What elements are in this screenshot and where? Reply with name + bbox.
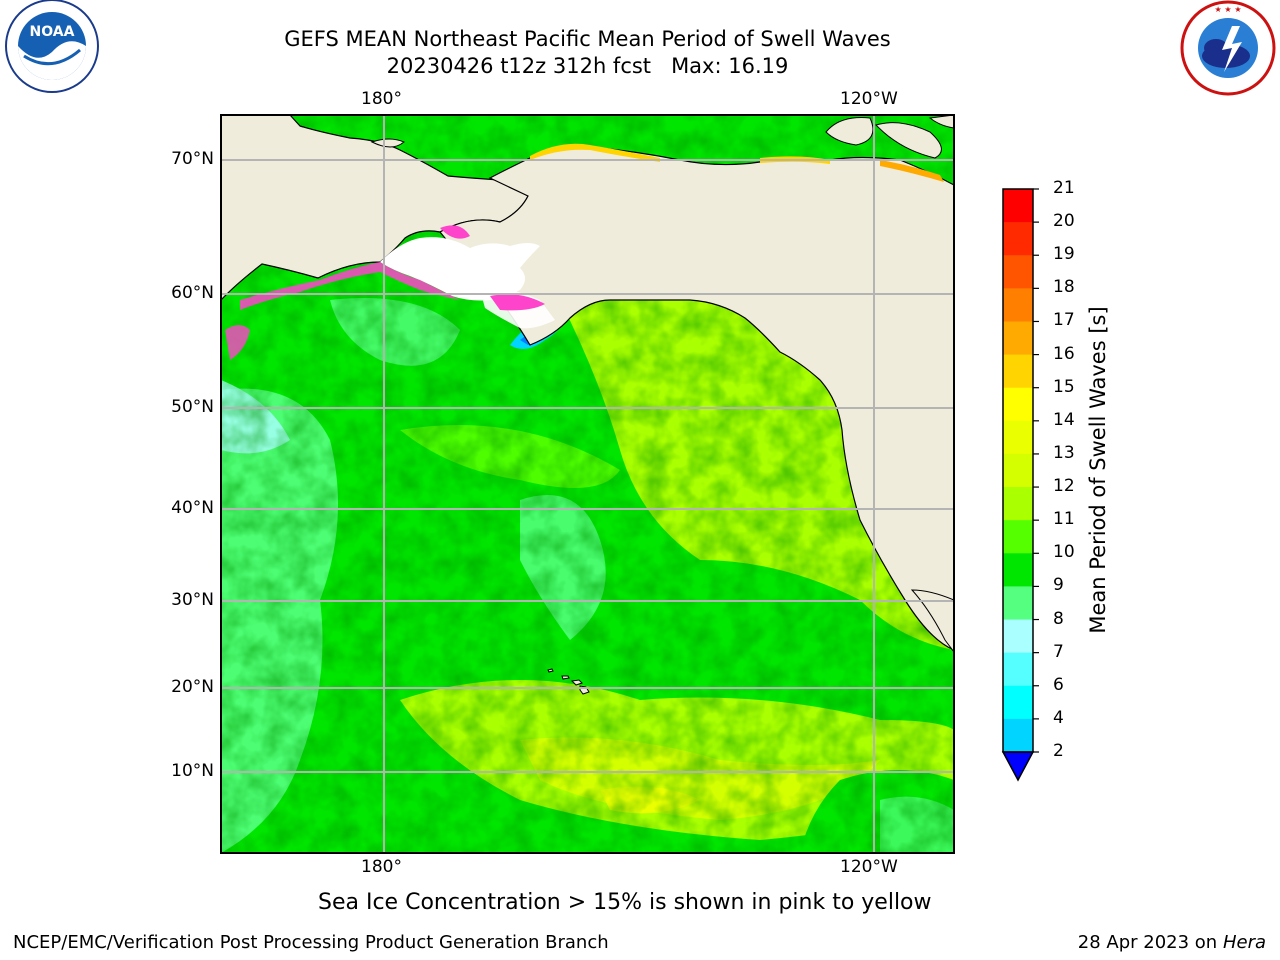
colorbar-block bbox=[1003, 685, 1033, 720]
lat-label-30n: 30°N bbox=[171, 590, 214, 610]
svg-text:★ ★ ★: ★ ★ ★ bbox=[1214, 5, 1241, 14]
lon-label-top-120w: 120°W bbox=[840, 89, 898, 109]
colorbar-block bbox=[1003, 420, 1033, 455]
colorbar-tick-label: 14 bbox=[1053, 409, 1075, 430]
colorbar-tick-label: 7 bbox=[1053, 641, 1064, 662]
noaa-logo: NOAA bbox=[5, 0, 99, 93]
colorbar-tick-label: 13 bbox=[1053, 442, 1075, 463]
colorbar-tick-label: 8 bbox=[1053, 608, 1064, 629]
footer-branch: NCEP/EMC/Verification Post Processing Pr… bbox=[13, 932, 609, 953]
colorbar-tick-label: 15 bbox=[1053, 376, 1075, 397]
footer-date-text: 28 Apr 2023 on bbox=[1077, 932, 1223, 953]
lon-label-top-180: 180° bbox=[361, 89, 402, 109]
colorbar bbox=[1001, 188, 1039, 782]
lat-label-50n: 50°N bbox=[171, 397, 214, 417]
colorbar-tick-label: 19 bbox=[1053, 244, 1075, 265]
colorbar-block bbox=[1003, 453, 1033, 488]
colorbar-block bbox=[1003, 520, 1033, 554]
colorbar-tick-label: 21 bbox=[1053, 178, 1075, 198]
colorbar-block bbox=[1003, 288, 1033, 322]
nws-logo: ★ ★ ★ bbox=[1180, 0, 1276, 96]
chart-subtitle: 20230426 t12z 312h fcst Max: 16.19 bbox=[386, 54, 789, 78]
lon-label-bottom-120w: 120°W bbox=[840, 857, 898, 877]
colorbar-title: Mean Period of Swell Waves [s] bbox=[1086, 306, 1110, 634]
colorbar-block bbox=[1003, 619, 1033, 654]
lat-label-70n: 70°N bbox=[171, 149, 214, 169]
colorbar-tick-label: 9 bbox=[1053, 575, 1064, 596]
sea-ice-note: Sea Ice Concentration > 15% is shown in … bbox=[318, 890, 932, 915]
colorbar-block bbox=[1003, 189, 1033, 223]
lat-label-20n: 20°N bbox=[171, 677, 214, 697]
colorbar-block bbox=[1003, 487, 1033, 521]
colorbar-block bbox=[1003, 586, 1033, 621]
colorbar-tick-label: 10 bbox=[1053, 542, 1075, 563]
lon-label-bottom-180: 180° bbox=[361, 857, 402, 877]
colorbar-tick-label: 17 bbox=[1053, 310, 1075, 331]
graticule bbox=[221, 115, 954, 853]
colorbar-tick-label: 20 bbox=[1053, 211, 1075, 232]
colorbar-under-arrow bbox=[1001, 751, 1035, 782]
colorbar-tick-label: 11 bbox=[1053, 509, 1075, 530]
chart-title: GEFS MEAN Northeast Pacific Mean Period … bbox=[284, 27, 891, 51]
colorbar-block bbox=[1003, 718, 1033, 753]
colorbar-tick-label: 2 bbox=[1053, 741, 1064, 761]
colorbar-frame bbox=[1002, 188, 1034, 753]
noaa-logo-text: NOAA bbox=[30, 24, 75, 40]
colorbar-block bbox=[1003, 553, 1033, 587]
colorbar-tick-label: 4 bbox=[1053, 707, 1064, 728]
colorbar-block bbox=[1003, 321, 1033, 356]
colorbar-block bbox=[1003, 354, 1033, 389]
colorbar-tick-label: 16 bbox=[1053, 343, 1075, 364]
colorbar-tick-label: 18 bbox=[1053, 277, 1075, 298]
colorbar-tick-label: 12 bbox=[1053, 476, 1075, 497]
lat-label-10n: 10°N bbox=[171, 761, 214, 781]
footer-host: Hera bbox=[1222, 932, 1266, 953]
colorbar-block bbox=[1003, 255, 1033, 289]
lat-label-40n: 40°N bbox=[171, 498, 214, 518]
map-frame bbox=[220, 114, 955, 854]
colorbar-tick-label: 6 bbox=[1053, 674, 1064, 695]
colorbar-block bbox=[1003, 387, 1033, 422]
colorbar-block bbox=[1003, 652, 1033, 687]
footer-date: 28 Apr 2023 on Hera bbox=[1078, 932, 1266, 953]
map-area bbox=[221, 115, 954, 853]
lat-label-60n: 60°N bbox=[171, 283, 214, 303]
colorbar-block bbox=[1003, 222, 1033, 256]
